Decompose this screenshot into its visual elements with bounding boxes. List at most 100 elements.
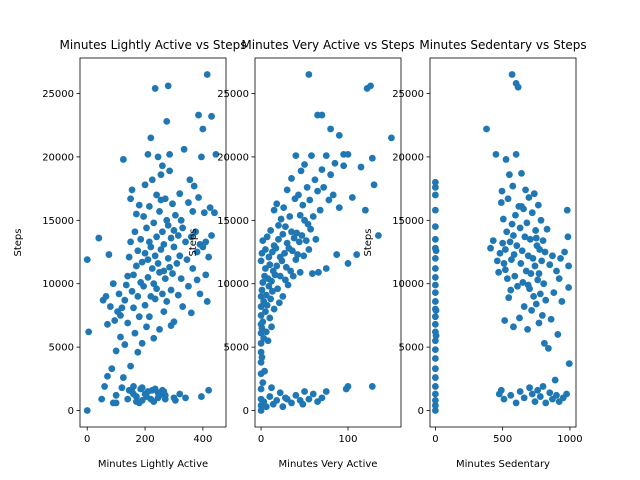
y-axis-label: Steps bbox=[13, 229, 24, 257]
data-point bbox=[520, 303, 528, 310]
data-point bbox=[563, 390, 570, 398]
data-point bbox=[375, 232, 382, 239]
data-point bbox=[161, 275, 169, 283]
data-point bbox=[432, 247, 440, 255]
data-point bbox=[140, 213, 148, 220]
data-point bbox=[270, 206, 278, 214]
data-point bbox=[85, 328, 93, 336]
data-point bbox=[538, 312, 546, 319]
data-point bbox=[257, 329, 265, 337]
data-point bbox=[138, 339, 146, 347]
data-point bbox=[259, 318, 267, 326]
data-point bbox=[282, 223, 289, 231]
data-point bbox=[431, 178, 439, 186]
data-point bbox=[561, 248, 568, 256]
data-point bbox=[202, 238, 210, 246]
y-axis-ticks: 0 5000 10000 15000 20000 25000 bbox=[392, 89, 430, 417]
data-point bbox=[519, 279, 527, 286]
data-point bbox=[160, 241, 168, 248]
y-tick-label: 25000 bbox=[392, 89, 424, 100]
data-point bbox=[295, 191, 302, 199]
data-point bbox=[163, 118, 171, 125]
y-tick-label: 15000 bbox=[392, 216, 424, 227]
data-point bbox=[128, 287, 136, 295]
data-point bbox=[150, 398, 158, 406]
data-point bbox=[307, 225, 315, 233]
data-point bbox=[530, 292, 538, 300]
data-point bbox=[182, 238, 189, 246]
data-point bbox=[205, 253, 213, 261]
data-point bbox=[344, 383, 352, 390]
data-point bbox=[361, 206, 369, 214]
data-point bbox=[308, 270, 316, 277]
data-point bbox=[131, 329, 139, 337]
data-point bbox=[538, 257, 546, 265]
data-point bbox=[161, 395, 169, 403]
y-tick-label: 15000 bbox=[42, 216, 74, 227]
data-point bbox=[176, 190, 184, 198]
data-point bbox=[344, 150, 352, 158]
data-point bbox=[305, 71, 313, 78]
y-tick-label: 10000 bbox=[42, 279, 74, 290]
data-point bbox=[431, 223, 439, 231]
x-tick-label: 0 bbox=[84, 434, 90, 445]
data-point bbox=[331, 159, 339, 167]
data-point bbox=[187, 233, 195, 241]
data-point bbox=[159, 162, 166, 170]
data-point bbox=[101, 383, 108, 390]
data-point bbox=[104, 372, 111, 380]
data-point bbox=[187, 309, 195, 317]
data-point bbox=[173, 260, 181, 267]
x-axis-label: Minutes Very Active bbox=[279, 459, 378, 470]
data-point bbox=[281, 249, 288, 257]
data-point bbox=[118, 304, 126, 312]
data-point bbox=[208, 112, 215, 120]
y-tick-label: 20000 bbox=[392, 152, 424, 163]
data-point bbox=[431, 320, 439, 328]
data-point bbox=[138, 258, 146, 266]
data-point bbox=[130, 271, 137, 279]
data-point bbox=[262, 328, 270, 336]
data-point bbox=[141, 249, 149, 257]
data-point bbox=[503, 275, 511, 283]
data-point bbox=[501, 317, 509, 324]
data-point bbox=[163, 298, 171, 305]
data-point bbox=[520, 394, 528, 402]
y-tick-label: 5000 bbox=[399, 343, 424, 354]
data-point bbox=[276, 389, 284, 397]
data-point bbox=[368, 154, 376, 162]
data-point bbox=[308, 152, 315, 160]
data-point bbox=[288, 247, 296, 255]
data-point bbox=[506, 238, 514, 246]
data-point bbox=[83, 407, 91, 414]
data-point bbox=[290, 234, 298, 242]
data-point bbox=[516, 224, 524, 232]
data-point bbox=[565, 262, 572, 270]
data-point bbox=[483, 125, 490, 133]
data-point bbox=[186, 176, 194, 184]
y-tick-label: 25000 bbox=[42, 89, 74, 100]
data-point bbox=[564, 233, 572, 241]
data-point bbox=[565, 360, 573, 367]
data-point bbox=[525, 194, 533, 201]
data-point bbox=[257, 407, 265, 414]
data-point bbox=[322, 265, 330, 272]
data-point bbox=[431, 281, 439, 289]
data-point bbox=[147, 243, 155, 251]
data-point bbox=[150, 280, 158, 288]
data-point bbox=[512, 211, 519, 219]
y-axis-ticks: 0 5000 10000 15000 20000 25000 bbox=[42, 89, 80, 417]
data-point bbox=[257, 385, 265, 393]
data-point bbox=[125, 253, 133, 261]
y-tick-label: 10000 bbox=[217, 279, 249, 290]
data-point bbox=[521, 233, 529, 241]
data-point bbox=[550, 289, 558, 296]
data-point bbox=[176, 252, 184, 260]
y-tick-label: 20000 bbox=[217, 152, 249, 163]
data-point bbox=[189, 208, 197, 215]
data-point bbox=[294, 251, 301, 258]
data-point bbox=[200, 209, 208, 217]
data-point bbox=[528, 306, 535, 314]
data-point bbox=[193, 276, 201, 284]
data-point bbox=[277, 215, 285, 223]
